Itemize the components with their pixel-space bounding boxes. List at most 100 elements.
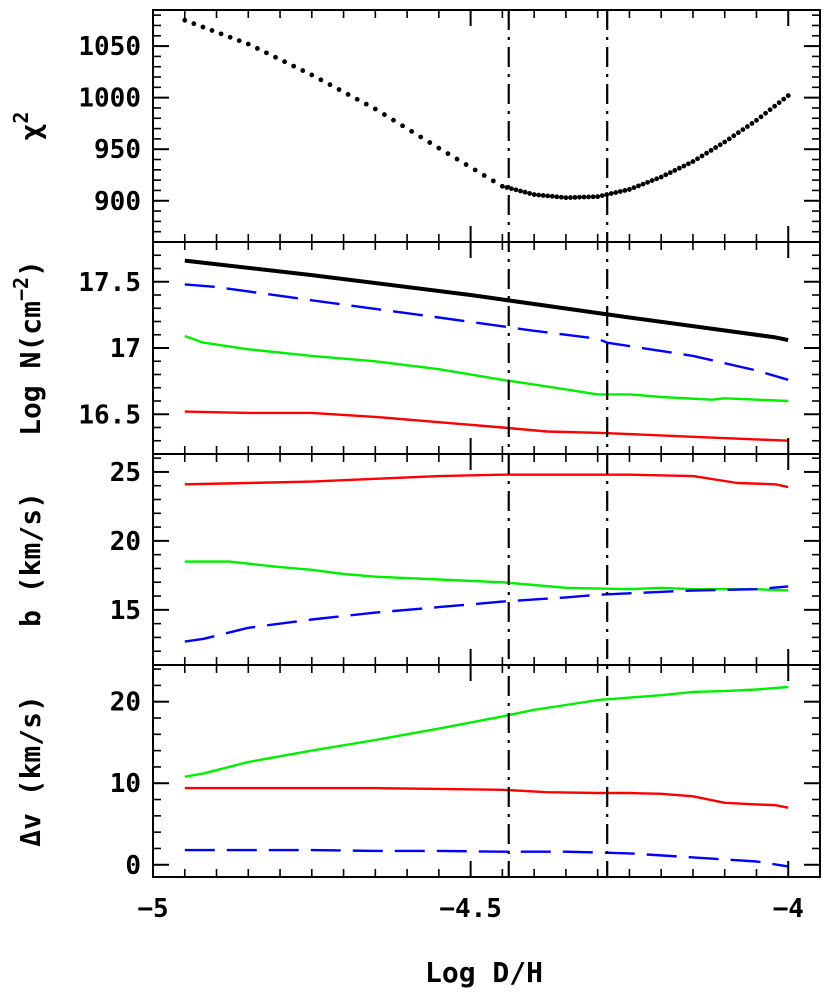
data-point bbox=[354, 96, 360, 102]
x-tick-label: −4.5 bbox=[439, 894, 502, 924]
data-point bbox=[563, 195, 569, 201]
series-dv-red-line bbox=[184, 786, 789, 809]
y-axis-label-text: Log N(cm bbox=[14, 301, 47, 436]
data-point bbox=[536, 192, 542, 198]
data-point bbox=[549, 193, 555, 199]
data-point bbox=[327, 82, 333, 88]
y-axis-label-dv: Δv (km/s) bbox=[14, 695, 47, 847]
data-point bbox=[713, 145, 719, 150]
data-point bbox=[722, 139, 728, 145]
panel-b bbox=[184, 473, 789, 643]
y-tick-label: 25 bbox=[110, 458, 141, 488]
panel-chi2-frame bbox=[152, 9, 821, 243]
data-point bbox=[291, 63, 297, 69]
y-tick-label: 0 bbox=[125, 851, 141, 881]
y-axis-label-text: χ bbox=[14, 124, 47, 141]
data-point bbox=[645, 179, 650, 185]
y-axis-label-text: Δv (km/s) bbox=[14, 695, 47, 847]
y-tick-label: 1050 bbox=[78, 32, 141, 62]
data-point bbox=[767, 107, 773, 113]
y-tick-label: 20 bbox=[110, 527, 141, 557]
y-axis-label-text: b (km/s) bbox=[14, 492, 47, 627]
data-point bbox=[522, 189, 528, 195]
x-axis-label: Log D/H bbox=[425, 956, 543, 989]
data-point bbox=[622, 188, 628, 193]
data-point bbox=[749, 121, 755, 126]
data-point bbox=[586, 194, 591, 200]
data-point bbox=[649, 178, 655, 183]
data-point bbox=[785, 93, 791, 98]
data-point bbox=[667, 170, 673, 176]
data-point bbox=[318, 77, 324, 83]
y-tick-label: 1000 bbox=[78, 84, 141, 114]
data-point bbox=[518, 188, 523, 194]
data-point bbox=[490, 178, 496, 184]
data-point bbox=[676, 165, 682, 171]
data-point bbox=[672, 168, 678, 173]
data-point bbox=[590, 194, 596, 200]
data-point bbox=[418, 134, 424, 140]
data-point bbox=[345, 92, 351, 97]
data-point bbox=[463, 162, 469, 167]
data-point bbox=[758, 114, 764, 120]
data-point bbox=[527, 190, 533, 196]
panel-dv bbox=[184, 685, 789, 868]
data-point bbox=[400, 123, 405, 129]
y-tick-label: 17.5 bbox=[78, 268, 141, 298]
data-point bbox=[282, 59, 287, 65]
data-point bbox=[309, 72, 315, 78]
data-point bbox=[772, 103, 778, 109]
data-point bbox=[731, 133, 737, 139]
y-axis-label-superscript: −2 bbox=[9, 277, 33, 301]
series-N-black-line bbox=[184, 258, 789, 343]
data-point bbox=[454, 156, 460, 162]
series-N-red-line bbox=[184, 410, 789, 442]
y-tick-label: 950 bbox=[94, 135, 141, 165]
data-point bbox=[554, 194, 560, 200]
data-point bbox=[218, 31, 224, 37]
data-point bbox=[763, 110, 768, 116]
data-point bbox=[540, 193, 546, 198]
panel-b-frame bbox=[152, 453, 821, 666]
data-point bbox=[336, 87, 342, 92]
data-point bbox=[613, 190, 619, 195]
data-point bbox=[391, 117, 396, 123]
data-point bbox=[191, 21, 197, 27]
y-axis-label-chi2: χ2 bbox=[9, 112, 47, 141]
data-point bbox=[640, 181, 646, 187]
data-point bbox=[726, 136, 732, 142]
series-dv-green-line bbox=[184, 685, 789, 778]
panel-chi2 bbox=[182, 17, 791, 201]
axes-layer: 900 950 1000 1050 χ2 16.5 17 17.5 Log N(cm−2) 15 2… bbox=[9, 9, 821, 924]
data-point bbox=[686, 161, 691, 167]
data-point bbox=[636, 183, 641, 189]
data-point bbox=[572, 194, 578, 200]
x-tick-label: −4 bbox=[773, 894, 804, 924]
series-chi2 bbox=[182, 17, 791, 201]
series-b-green-line bbox=[184, 560, 789, 592]
data-point bbox=[599, 193, 605, 199]
y-tick-label: 900 bbox=[94, 187, 141, 217]
y-tick-label: 16.5 bbox=[78, 400, 141, 430]
series-N-blue-line bbox=[184, 283, 789, 381]
data-point bbox=[595, 194, 601, 200]
data-point bbox=[509, 186, 514, 192]
data-point bbox=[436, 145, 442, 151]
data-point bbox=[745, 124, 750, 129]
data-point bbox=[627, 187, 632, 192]
data-point bbox=[382, 112, 387, 117]
data-point bbox=[568, 195, 573, 200]
data-point bbox=[273, 54, 278, 60]
series-b-red-line bbox=[184, 473, 789, 489]
data-point bbox=[654, 176, 660, 182]
y-axis-label-b: b (km/s) bbox=[14, 492, 47, 627]
data-point bbox=[245, 41, 251, 47]
panel-logN bbox=[184, 258, 789, 442]
data-point bbox=[409, 128, 415, 134]
data-point bbox=[545, 193, 551, 199]
data-point bbox=[699, 153, 705, 159]
data-point bbox=[577, 194, 582, 200]
data-point bbox=[236, 38, 242, 44]
data-point bbox=[617, 189, 623, 194]
